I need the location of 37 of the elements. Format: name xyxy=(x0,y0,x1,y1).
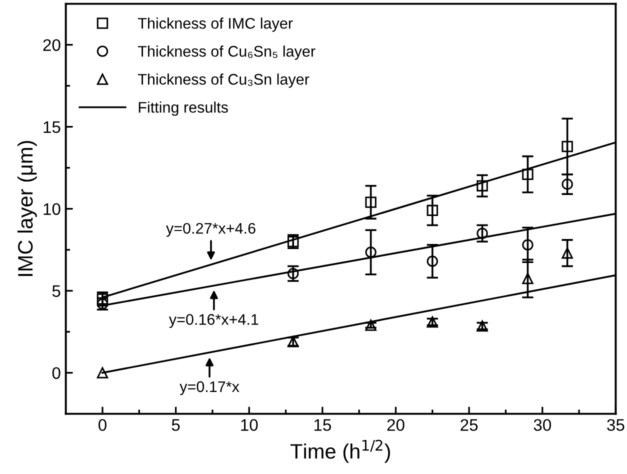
x-axis-title: Time (h$^{1/2}$) xyxy=(290,440,390,463)
point xyxy=(365,196,376,208)
point xyxy=(426,204,438,216)
point xyxy=(426,256,438,267)
point xyxy=(365,246,376,258)
y-axis-title: IMC layer (μm) xyxy=(17,141,37,276)
legend-label: Fitting results xyxy=(138,102,228,116)
point xyxy=(287,268,299,280)
point xyxy=(522,168,534,180)
y-tick-label: 15 xyxy=(44,121,60,133)
point xyxy=(522,239,534,251)
point xyxy=(476,228,488,240)
point xyxy=(562,140,573,152)
x-tick-label: 15 xyxy=(314,419,332,431)
point xyxy=(562,178,573,190)
point xyxy=(562,247,573,259)
legend-label: Thickness of IMC layer xyxy=(138,18,293,32)
x-tick-label: 10 xyxy=(241,419,258,431)
point xyxy=(365,320,376,331)
legend-label: Thickness of Cu₃Sn layer xyxy=(138,74,310,88)
x-tick-label: 25 xyxy=(460,419,478,431)
annotation: y=0.17*x xyxy=(180,381,240,396)
y-tick-label: 20 xyxy=(43,39,60,51)
y-tick-label: 0 xyxy=(52,367,60,380)
x-tick-label: 0 xyxy=(98,419,106,431)
annotation: y=0.27*x+4.6 xyxy=(166,222,256,237)
x-tick-label: 20 xyxy=(387,419,404,431)
point xyxy=(522,272,534,284)
point xyxy=(96,367,108,378)
x-tick-label: 35 xyxy=(607,419,624,431)
y-tick-label: 10 xyxy=(44,203,60,215)
point xyxy=(476,180,488,192)
legend-label: Thickness of Cu₆Sn₅ layer xyxy=(138,46,316,60)
x-tick-label: 30 xyxy=(534,419,552,431)
annotation: y=0.16*x+4.1 xyxy=(168,314,258,328)
x-tick-label: 5 xyxy=(172,419,180,431)
y-tick-label: 5 xyxy=(52,285,60,297)
